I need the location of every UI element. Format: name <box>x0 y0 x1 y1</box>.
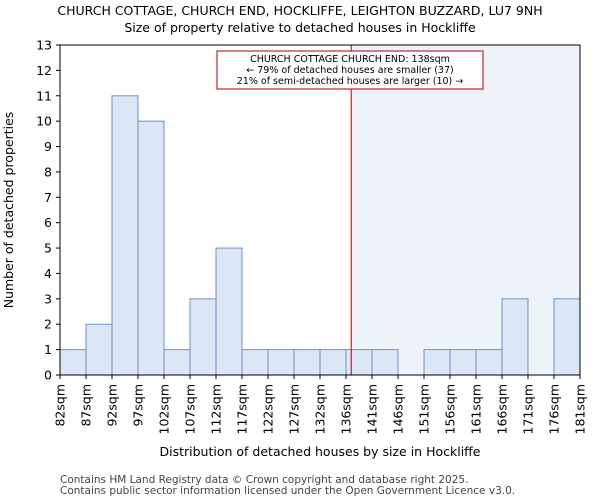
y-tick-label-7: 7 <box>44 190 52 205</box>
y-tick-label-5: 5 <box>44 241 52 256</box>
bars-group <box>59 95 581 376</box>
y-tick-label-3: 3 <box>44 291 52 306</box>
bar-112sqm <box>215 247 243 376</box>
bar-176sqm <box>553 298 581 376</box>
bar-102sqm <box>163 349 191 376</box>
bar-97sqm <box>137 120 165 376</box>
bar-141sqm <box>371 349 399 376</box>
x-axis: 82sqm 87sqm 92sqm 97sqm 102sqm 107sqm 112sqm 11… <box>53 375 588 434</box>
annotation-line-3: 21% of semi-detached houses are larger (… <box>237 76 464 87</box>
x-tick-label-151sqm: 151sqm <box>417 384 432 434</box>
y-tick-label-10: 10 <box>36 114 52 129</box>
x-tick-label-112sqm: 112sqm <box>209 384 224 434</box>
bar-92sqm <box>111 95 139 376</box>
bar-107sqm <box>189 298 217 376</box>
x-tick-label-146sqm: 146sqm <box>391 384 406 434</box>
x-tick-label-127sqm: 127sqm <box>287 384 302 434</box>
x-tick-label-156sqm: 156sqm <box>443 384 458 434</box>
x-tick-label-171sqm: 171sqm <box>521 384 536 434</box>
x-tick-label-166sqm: 166sqm <box>495 384 510 434</box>
x-tick-label-97sqm: 97sqm <box>131 384 146 427</box>
x-tick-label-92sqm: 92sqm <box>105 384 120 427</box>
y-tick-label-13: 13 <box>36 38 52 53</box>
annotation-border <box>216 50 484 90</box>
y-tick-label-8: 8 <box>44 164 52 179</box>
bar-136sqm <box>345 349 373 376</box>
bar-117sqm <box>241 349 269 376</box>
x-axis-label: Distribution of detached houses by size … <box>160 444 481 459</box>
x-tick-label-102sqm: 102sqm <box>157 384 172 434</box>
bar-161sqm <box>475 349 503 376</box>
bar-156sqm <box>449 349 477 376</box>
y-axis-label: Number of detached properties <box>1 112 16 309</box>
x-tick-label-122sqm: 122sqm <box>261 384 276 434</box>
annotation-line-2: ← 79% of detached houses are smaller (37… <box>246 65 453 76</box>
footer-line-1: Contains HM Land Registry data © Crown c… <box>60 474 469 486</box>
x-tick-label-161sqm: 161sqm <box>469 384 484 434</box>
bar-122sqm <box>267 349 295 376</box>
x-tick-label-87sqm: 87sqm <box>79 384 94 427</box>
chart-subtitle: Size of property relative to detached ho… <box>124 20 476 35</box>
x-tick-label-141sqm: 141sqm <box>365 384 380 434</box>
y-tick-label-12: 12 <box>36 63 52 78</box>
highlight-region <box>351 45 580 375</box>
bar-166sqm <box>501 298 529 376</box>
y-tick-label-4: 4 <box>44 266 52 281</box>
x-tick-label-181sqm: 181sqm <box>573 384 588 434</box>
bar-151sqm <box>423 349 451 376</box>
y-tick-label-11: 11 <box>36 88 52 103</box>
bar-82sqm <box>59 349 87 376</box>
y-tick-label-6: 6 <box>44 215 52 230</box>
y-tick-label-2: 2 <box>44 317 52 332</box>
x-tick-label-82sqm: 82sqm <box>53 384 68 427</box>
x-tick-label-176sqm: 176sqm <box>547 384 562 434</box>
bar-127sqm <box>293 349 321 376</box>
chart-title: CHURCH COTTAGE, CHURCH END, HOCKLIFFE, L… <box>57 3 543 18</box>
annotation-box: CHURCH COTTAGE CHURCH END: 138sqm ← 79% … <box>216 50 484 90</box>
x-tick-label-117sqm: 117sqm <box>235 384 250 434</box>
y-tick-label-0: 0 <box>44 368 52 383</box>
y-tick-label-1: 1 <box>44 342 52 357</box>
bar-87sqm <box>85 323 113 376</box>
x-tick-label-136sqm: 136sqm <box>339 384 354 434</box>
footer-line-2: Contains public sector information licen… <box>60 485 516 497</box>
y-tick-label-9: 9 <box>44 139 52 154</box>
x-tick-label-132sqm: 132sqm <box>313 384 328 434</box>
annotation-line-1: CHURCH COTTAGE CHURCH END: 138sqm <box>250 54 450 65</box>
x-tick-label-107sqm: 107sqm <box>183 384 198 434</box>
bar-132sqm <box>319 349 347 376</box>
